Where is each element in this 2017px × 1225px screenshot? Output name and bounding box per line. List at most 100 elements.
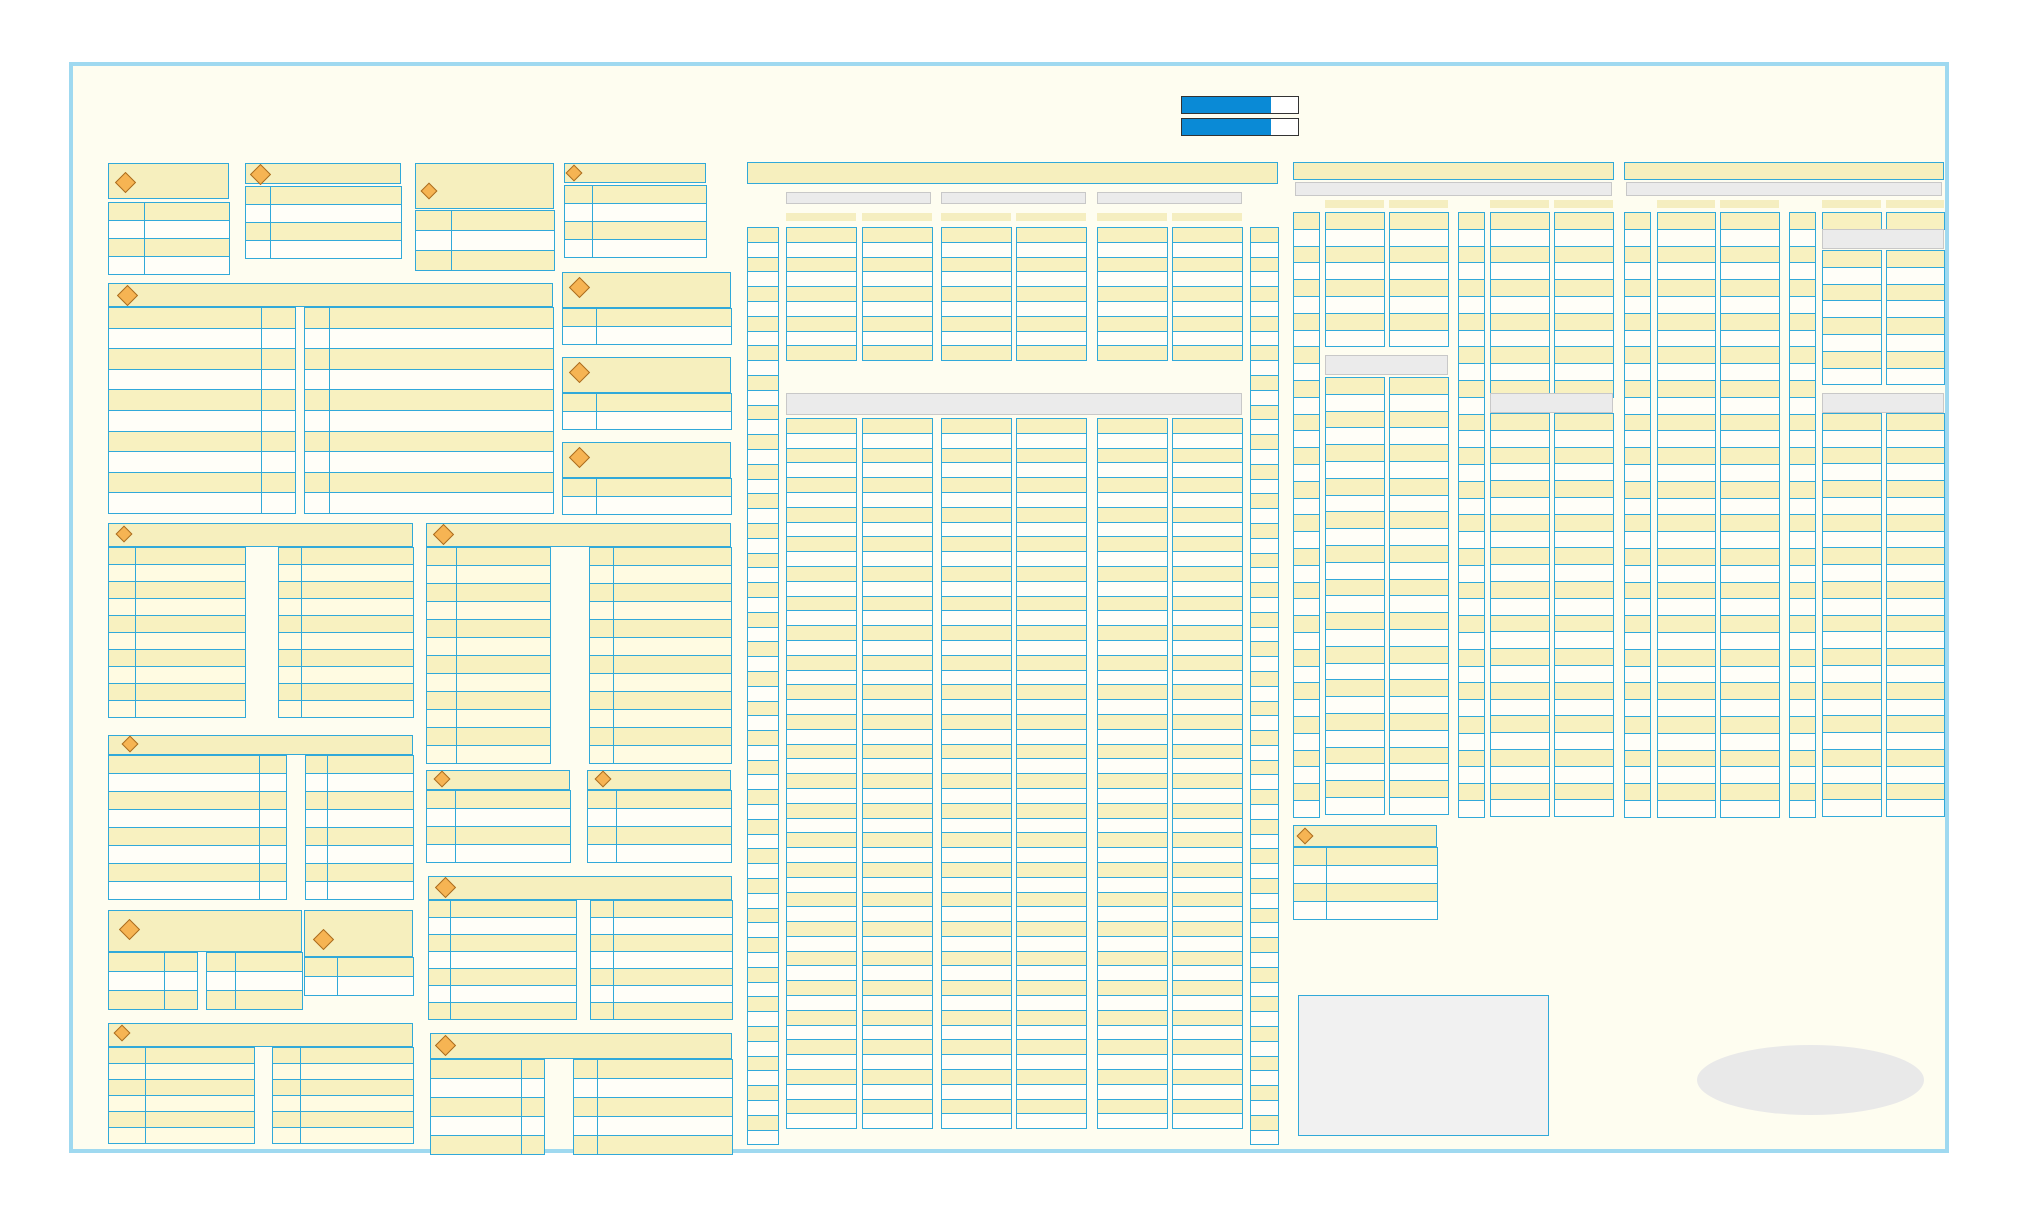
table-cell (562, 478, 597, 497)
table-row (278, 547, 414, 565)
table-cell (862, 536, 933, 553)
table-row (1789, 749, 1816, 768)
table-row (587, 808, 732, 827)
table-cell (107, 971, 166, 991)
table-cell (300, 1111, 414, 1128)
table-cell (269, 204, 402, 223)
table-row (1657, 295, 1716, 314)
table-cell (1554, 547, 1614, 566)
table-row (941, 832, 1012, 849)
table-cell (1458, 413, 1485, 432)
table-cell (1325, 410, 1385, 429)
table-cell (1886, 446, 1945, 465)
table-row (1822, 732, 1882, 750)
table-row (747, 1114, 779, 1131)
table-row (1097, 847, 1168, 863)
table-cell (588, 691, 615, 710)
table-cell (941, 536, 1012, 553)
table-cell (1554, 681, 1614, 700)
table-row (1097, 345, 1168, 362)
table-cell (1490, 513, 1550, 532)
table-cell (595, 393, 732, 412)
table-row (1293, 732, 1320, 751)
column-header-4 (1016, 213, 1086, 221)
table-row (1789, 245, 1816, 264)
table-row (1458, 799, 1485, 818)
panel-l-table (426, 790, 571, 863)
table-row (747, 1055, 779, 1072)
table-cell (862, 876, 933, 893)
grid-two-col-header-1 (1325, 200, 1384, 208)
table-cell (941, 802, 1012, 819)
table-row (1097, 950, 1168, 967)
table-cell (107, 700, 137, 718)
table-cell (1172, 1069, 1243, 1085)
table-row (862, 921, 933, 937)
table-row (786, 832, 857, 849)
table-cell (107, 327, 263, 350)
table-cell (1458, 497, 1485, 516)
table-row (1624, 447, 1651, 465)
panel-r-header (430, 1033, 732, 1059)
table-cell (1016, 536, 1087, 553)
table-cell (862, 773, 933, 789)
table-cell (747, 330, 779, 347)
table-cell (862, 847, 933, 863)
table-row (1822, 283, 1882, 302)
grid-main-index (747, 227, 779, 1146)
table-cell (1172, 787, 1243, 804)
table-cell (1624, 615, 1651, 633)
table-cell (426, 844, 456, 863)
table-row (107, 990, 198, 1010)
table-cell (1250, 330, 1279, 347)
table-row (1250, 256, 1279, 273)
table-row (563, 203, 707, 222)
table-row (1016, 565, 1087, 582)
table-row (1293, 581, 1320, 600)
table-row (1720, 615, 1780, 633)
table-cell (1490, 732, 1550, 750)
table-cell (1325, 595, 1385, 614)
grid-three-group-bar (1626, 182, 1942, 196)
table-cell (305, 863, 328, 882)
table-row (1016, 227, 1087, 243)
table-cell (1389, 763, 1449, 782)
table-cell (1325, 279, 1385, 297)
table-row (1720, 648, 1780, 667)
table-cell (1886, 413, 1945, 431)
table-cell (1789, 564, 1816, 583)
table-cell (1172, 610, 1243, 627)
table-cell (278, 615, 302, 633)
table-cell (562, 393, 597, 412)
table-row (1720, 514, 1780, 533)
table-row (786, 315, 857, 332)
table-row (941, 447, 1012, 464)
table-row (786, 654, 857, 671)
table-cell (1172, 565, 1243, 582)
table-row (305, 881, 414, 900)
table-row (1789, 379, 1816, 398)
table-row (941, 921, 1012, 937)
table-row (1657, 631, 1716, 650)
table-row (1389, 444, 1449, 462)
table-row (1172, 241, 1243, 258)
table-row (590, 1002, 733, 1020)
table-row (1720, 699, 1780, 717)
table-row (426, 709, 551, 728)
table-row (862, 802, 933, 819)
table-cell (135, 547, 246, 565)
table-cell (1250, 789, 1279, 806)
table-cell (1657, 514, 1716, 533)
table-row (941, 802, 1012, 819)
table-cell (455, 601, 551, 620)
table-row (1293, 615, 1320, 633)
table-cell (941, 300, 1012, 317)
grid-main-top-5 (1097, 227, 1168, 362)
table-cell (1490, 597, 1550, 616)
table-cell (1016, 758, 1087, 775)
table-row (1016, 521, 1087, 538)
grid-three-col-header-3 (1822, 200, 1881, 208)
table-cell (613, 655, 732, 674)
table-row (862, 330, 933, 347)
table-row (1720, 463, 1780, 482)
